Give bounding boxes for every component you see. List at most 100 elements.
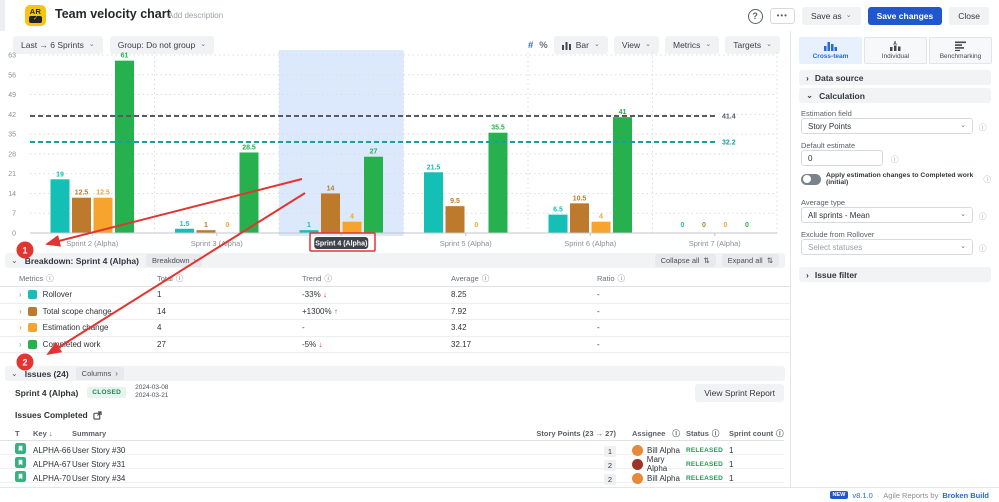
average-type-label: Average type (801, 198, 846, 207)
issue-key[interactable]: ALPHA-67 (33, 459, 71, 469)
breakdown-chip[interactable]: Breakdown › (146, 254, 203, 267)
svg-text:32.2: 32.2 (722, 140, 736, 147)
sort-desc-icon[interactable]: ↓ (48, 428, 53, 438)
chart-type-dropdown[interactable]: Bar ⌄ (553, 36, 608, 54)
add-description-link[interactable]: Add description (168, 11, 224, 20)
issues-title: Issues (24) (24, 368, 69, 379)
show-values-icon[interactable]: # (527, 39, 534, 51)
info-icon[interactable]: ⓘ (983, 174, 992, 184)
svg-text:61: 61 (121, 53, 129, 60)
estimation-field-select[interactable]: Story Points ⌄ (801, 118, 973, 134)
info-icon[interactable]: ⓘ (711, 428, 720, 438)
save-as-button[interactable]: Save as ⌄ (801, 7, 861, 25)
sprint-range-filter[interactable]: Last → 6 Sprints ⌄ (13, 36, 103, 54)
sprint-name: Sprint 4 (Alpha) (15, 388, 79, 398)
issue-summary[interactable]: User Story #30 (72, 445, 126, 455)
info-icon[interactable]: ⓘ (324, 274, 332, 283)
chevron-down-icon: ⌄ (88, 41, 95, 48)
issue-key[interactable]: ALPHA-70 (33, 473, 71, 483)
more-menu-button[interactable]: ••• (769, 8, 795, 24)
chevron-right-icon: › (806, 269, 809, 280)
issue-row[interactable]: ALPHA-70 User Story #34 2 Bill Alpha REL… (0, 469, 784, 485)
breakdown-section-header[interactable]: ⌄ Breakdown: Sprint 4 (Alpha) Breakdown … (5, 253, 785, 268)
issue-row[interactable]: ALPHA-66 User Story #30 1 Bill Alpha REL… (0, 441, 784, 457)
app-header: AR ✓ Team velocity chart Add description… (5, 0, 999, 31)
breakdown-table: Metrics ⓘ Total ⓘ Trend ⓘ Average ⓘ Ratio ⓘ ›… (0, 271, 790, 353)
tab-cross-team[interactable]: Cross-team (799, 37, 862, 64)
average-type-select[interactable]: All sprints - Mean ⌄ (801, 207, 973, 223)
info-icon[interactable]: ⓘ (776, 428, 784, 438)
save-changes-button[interactable]: Save changes (867, 7, 943, 25)
tab-individual[interactable]: A Individual (864, 37, 927, 64)
issue-key[interactable]: ALPHA-66 (33, 445, 71, 455)
svg-text:0: 0 (681, 222, 685, 229)
collapse-all-button[interactable]: Collapse all ⇅ (654, 254, 716, 267)
view-dropdown[interactable]: View ⌄ (613, 36, 659, 54)
issues-table: T Key ↓ Summary Story Points (23 → 27) A… (0, 426, 784, 485)
info-icon[interactable]: ⓘ (481, 274, 490, 283)
agile-reports-logo: AR ✓ (25, 5, 46, 26)
default-estimate-input[interactable] (801, 150, 883, 166)
svg-text:0: 0 (745, 222, 749, 229)
chevron-down-icon: ⌄ (806, 90, 814, 100)
view-sprint-report-button[interactable]: View Sprint Report (695, 384, 784, 402)
svg-text:1: 1 (307, 222, 311, 229)
columns-chip[interactable]: Columns › (75, 367, 124, 380)
individual-chart-icon: A (890, 41, 901, 51)
breakdown-row-estimation-change[interactable]: › Estimation change 4 - 3.42 - (0, 320, 790, 337)
breakdown-row-completed-work[interactable]: › Completed work 27 -5% ↓ 32.17 - (0, 337, 790, 353)
svg-text:42: 42 (8, 112, 16, 119)
tab-benchmarking[interactable]: Benchmarking (929, 37, 992, 64)
svg-text:21: 21 (8, 171, 16, 178)
close-button[interactable]: Close (949, 7, 989, 25)
info-icon[interactable]: ⓘ (175, 274, 184, 283)
chevron-down-icon: ⌄ (705, 41, 712, 48)
vendor-link[interactable]: Broken Build (942, 490, 989, 500)
show-percent-icon[interactable]: % (539, 39, 548, 51)
footer: NEW v8.1.0 · Agile Reports by Broken Bui… (0, 487, 999, 502)
group-filter[interactable]: Group: Do not group ⌄ (109, 36, 215, 54)
expand-all-button[interactable]: Expand all ⇅ (721, 254, 779, 267)
issues-completed-link[interactable]: Issues Completed (15, 410, 102, 420)
issue-row[interactable]: ALPHA-67 User Story #31 2 Mary Alpha REL… (0, 455, 784, 473)
metrics-dropdown[interactable]: Metrics ⌄ (664, 36, 720, 54)
svg-text:A: A (893, 41, 897, 47)
svg-text:28: 28 (8, 151, 16, 158)
issue-summary[interactable]: User Story #34 (72, 473, 126, 483)
issue-filter-section[interactable]: › Issue filter (799, 267, 991, 282)
info-icon[interactable]: ⓘ (617, 274, 626, 283)
help-icon[interactable]: ? (747, 8, 763, 24)
svg-text:Sprint 5 (Alpha): Sprint 5 (Alpha) (440, 239, 493, 248)
svg-text:7: 7 (12, 211, 16, 218)
info-icon[interactable]: ⓘ (979, 123, 987, 132)
info-icon[interactable]: ⓘ (891, 155, 899, 164)
chevron-down-icon: ⌄ (960, 243, 966, 250)
chevron-down-icon: ⌄ (960, 122, 966, 129)
info-icon[interactable]: ⓘ (979, 212, 987, 221)
chevron-down-icon: ⌄ (11, 369, 18, 378)
status-badge: RELEASED (686, 460, 723, 468)
chevron-down-icon: ⌄ (11, 256, 18, 265)
sprint-status-badge: CLOSED (87, 387, 127, 398)
apply-estimation-toggle[interactable] (801, 173, 821, 185)
svg-text:63: 63 (8, 53, 16, 60)
version-link[interactable]: v8.1.0 (852, 490, 873, 500)
info-icon[interactable]: ⓘ (672, 428, 680, 438)
targets-dropdown[interactable]: Targets ⌄ (725, 36, 780, 54)
expand-row-icon[interactable]: › (19, 290, 22, 300)
svg-text:0: 0 (702, 222, 706, 229)
breakdown-row-rollover[interactable]: › Rollover 1 -33% ↓ 8.25 - (0, 287, 790, 304)
calculation-section[interactable]: ⌄ Calculation (799, 88, 991, 103)
expand-row-icon[interactable]: › (19, 323, 22, 333)
expand-row-icon[interactable]: › (19, 339, 22, 349)
velocity-bar-chart[interactable]: 0 7 14 21 28 35 42 49 56 63 19 1.5 1 21.5 6.5 0 12.5 1 14 9… (0, 50, 790, 262)
breakdown-row-total-scope-change[interactable]: › Total scope change 14 +1300% ↑ 7.92 - (0, 304, 790, 320)
rollover-color-swatch (27, 290, 37, 300)
exclude-statuses-select[interactable]: Select statuses ⌄ (801, 239, 973, 255)
info-icon[interactable]: ⓘ (46, 274, 54, 283)
issue-summary[interactable]: User Story #31 (72, 459, 126, 469)
issues-section-header[interactable]: ⌄ Issues (24) Columns › (5, 366, 785, 381)
expand-row-icon[interactable]: › (19, 306, 22, 316)
info-icon[interactable]: ⓘ (979, 244, 987, 253)
data-source-section[interactable]: › Data source (799, 70, 991, 85)
